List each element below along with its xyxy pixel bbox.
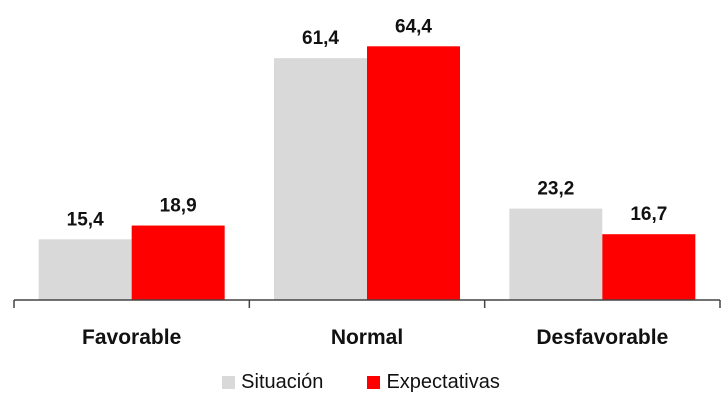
legend-item-expectativas: Expectativas <box>367 370 500 394</box>
bar-expectativas-desfavorable <box>602 234 696 300</box>
category-label-normal: Normal <box>331 326 403 349</box>
legend-label-expectativas: Expectativas <box>386 370 500 393</box>
data-label-situacion-normal: 61,4 <box>302 28 339 49</box>
chart-legend: Situación Expectativas <box>0 367 722 397</box>
data-label-expectativas-favorable: 18,9 <box>160 196 197 217</box>
legend-swatch-situacion <box>222 375 236 389</box>
category-label-desfavorable: Desfavorable <box>536 326 668 349</box>
data-label-expectativas-normal: 64,4 <box>395 16 432 37</box>
bar-expectativas-favorable <box>131 225 225 300</box>
bars-layer <box>38 46 696 300</box>
legend-label-situacion: Situación <box>241 370 324 393</box>
data-label-situacion-desfavorable: 23,2 <box>537 179 574 200</box>
bar-situacion-normal <box>274 58 367 300</box>
data-label-situacion-favorable: 15,4 <box>67 209 104 230</box>
chart-svg: 15,4 18,9 Favorable 61,4 64,4 Normal 23,2 16,7 D… <box>13 16 721 349</box>
category-label-favorable: Favorable <box>82 326 181 349</box>
data-label-expectativas-desfavorable: 16,7 <box>630 204 667 225</box>
bar-situacion-desfavorable <box>509 208 603 300</box>
x-axis <box>13 299 721 308</box>
legend-item-situacion: Situación <box>222 371 323 394</box>
legend-swatch-expectativas <box>367 375 381 389</box>
bar-situacion-favorable <box>38 239 132 300</box>
bar-expectativas-normal <box>367 46 460 300</box>
data-labels: 15,4 18,9 Favorable 61,4 64,4 Normal 23,2 16,7 D… <box>67 16 669 349</box>
